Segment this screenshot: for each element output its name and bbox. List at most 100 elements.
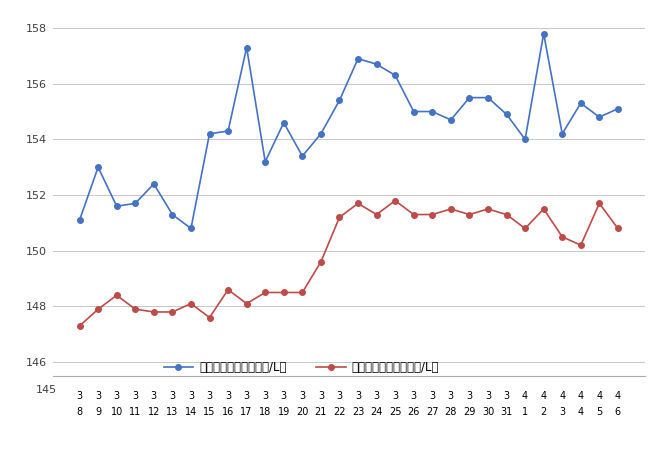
Text: 3: 3 [503,392,509,401]
ハイオク実売価格（円/L） [94,306,102,312]
Text: 19: 19 [278,407,290,416]
ハイオク眏板価格（円/L） [261,159,269,164]
Text: 20: 20 [296,407,309,416]
ハイオク眏板価格（円/L） [392,72,399,78]
Text: 3: 3 [207,392,213,401]
Text: 23: 23 [352,407,365,416]
ハイオク眏板価格（円/L） [410,109,418,114]
ハイオク実売価格（円/L） [336,214,343,220]
Text: 3: 3 [114,392,120,401]
ハイオク実売価格（円/L） [261,290,269,295]
Text: 4: 4 [578,392,584,401]
ハイオク眏板価格（円/L） [298,153,306,159]
Text: 8: 8 [76,407,83,416]
Text: 3: 3 [225,392,231,401]
ハイオク実売価格（円/L） [243,301,251,306]
Text: 11: 11 [129,407,141,416]
ハイオク眏板価格（円/L） [558,131,566,137]
ハイオク眏板価格（円/L） [614,106,622,111]
Text: 3: 3 [188,392,194,401]
Text: 3: 3 [355,392,361,401]
Line: ハイオク実売価格（円/L）: ハイオク実売価格（円/L） [77,198,620,329]
ハイオク実売価格（円/L） [132,306,139,312]
ハイオク眏板価格（円/L） [595,114,603,120]
Text: 3: 3 [392,392,398,401]
Text: 2: 2 [540,407,547,416]
ハイオク実売価格（円/L） [540,206,547,212]
Text: 3: 3 [299,392,305,401]
Text: 26: 26 [407,407,420,416]
Text: 14: 14 [185,407,197,416]
Text: 6: 6 [615,407,621,416]
Text: 5: 5 [596,407,603,416]
ハイオク実売価格（円/L） [503,212,511,217]
ハイオク眏板価格（円/L） [521,137,529,142]
ハイオク実売価格（円/L） [150,309,158,315]
Text: 17: 17 [240,407,253,416]
Text: 13: 13 [166,407,178,416]
ハイオク実売価格（円/L） [595,201,603,206]
ハイオク実売価格（円/L） [224,287,232,292]
ハイオク実売価格（円/L） [558,234,566,240]
ハイオク実売価格（円/L） [298,290,306,295]
Text: 4: 4 [596,392,603,401]
ハイオク眏板価格（円/L） [447,117,455,123]
Text: 12: 12 [147,407,160,416]
ハイオク実売価格（円/L） [168,309,176,315]
Text: 3: 3 [411,392,417,401]
ハイオク実売価格（円/L） [521,226,529,231]
Text: 22: 22 [333,407,345,416]
Text: 3: 3 [429,392,436,401]
Text: 4: 4 [578,407,584,416]
ハイオク眏板価格（円/L） [94,164,102,170]
ハイオク眏板価格（円/L） [336,98,343,103]
ハイオク実売価格（円/L） [465,212,473,217]
ハイオク眏板価格（円/L） [372,62,380,67]
Text: 3: 3 [262,392,268,401]
ハイオク眏板価格（円/L） [76,217,84,223]
ハイオク実売価格（円/L） [280,290,288,295]
Text: 3: 3 [95,392,101,401]
ハイオク眏板価格（円/L） [503,111,511,117]
Text: 3: 3 [448,392,454,401]
Text: 10: 10 [111,407,123,416]
Text: 3: 3 [318,392,324,401]
Text: 18: 18 [259,407,271,416]
Text: 3: 3 [151,392,157,401]
ハイオク眏板価格（円/L） [243,45,251,50]
ハイオク眏板価格（円/L） [150,181,158,187]
Line: ハイオク眏板価格（円/L）: ハイオク眏板価格（円/L） [77,31,620,231]
Text: 25: 25 [389,407,401,416]
ハイオク眏板価格（円/L） [113,204,120,209]
ハイオク実売価格（円/L） [113,292,120,298]
Text: 27: 27 [426,407,438,416]
ハイオク実売価格（円/L） [428,212,436,217]
ハイオク実売価格（円/L） [410,212,418,217]
Text: 3: 3 [169,392,176,401]
Text: 1: 1 [522,407,528,416]
Text: 3: 3 [336,392,343,401]
Text: 16: 16 [222,407,234,416]
ハイオク眏板価格（円/L） [168,212,176,217]
ハイオク実売価格（円/L） [577,243,585,248]
Text: 3: 3 [485,392,491,401]
ハイオク実売価格（円/L） [187,301,195,306]
ハイオク実売価格（円/L） [614,226,622,231]
ハイオク眏板価格（円/L） [465,95,473,101]
Text: 4: 4 [541,392,547,401]
ハイオク眏板価格（円/L） [317,131,325,137]
ハイオク眏板価格（円/L） [280,120,288,125]
ハイオク実売価格（円/L） [205,315,213,321]
ハイオク眏板価格（円/L） [428,109,436,114]
Text: 145: 145 [36,385,57,395]
Legend: ハイオク眏板価格（円/L）, ハイオク実売価格（円/L）: ハイオク眏板価格（円/L）, ハイオク実売価格（円/L） [164,360,439,374]
ハイオク実売価格（円/L） [484,206,492,212]
ハイオク眏板価格（円/L） [224,128,232,134]
Text: 3: 3 [243,392,249,401]
ハイオク実売価格（円/L） [392,198,399,204]
Text: 4: 4 [615,392,621,401]
Text: 31: 31 [501,407,513,416]
ハイオク眏板価格（円/L） [354,56,362,62]
Text: 29: 29 [463,407,476,416]
Text: 3: 3 [281,392,287,401]
